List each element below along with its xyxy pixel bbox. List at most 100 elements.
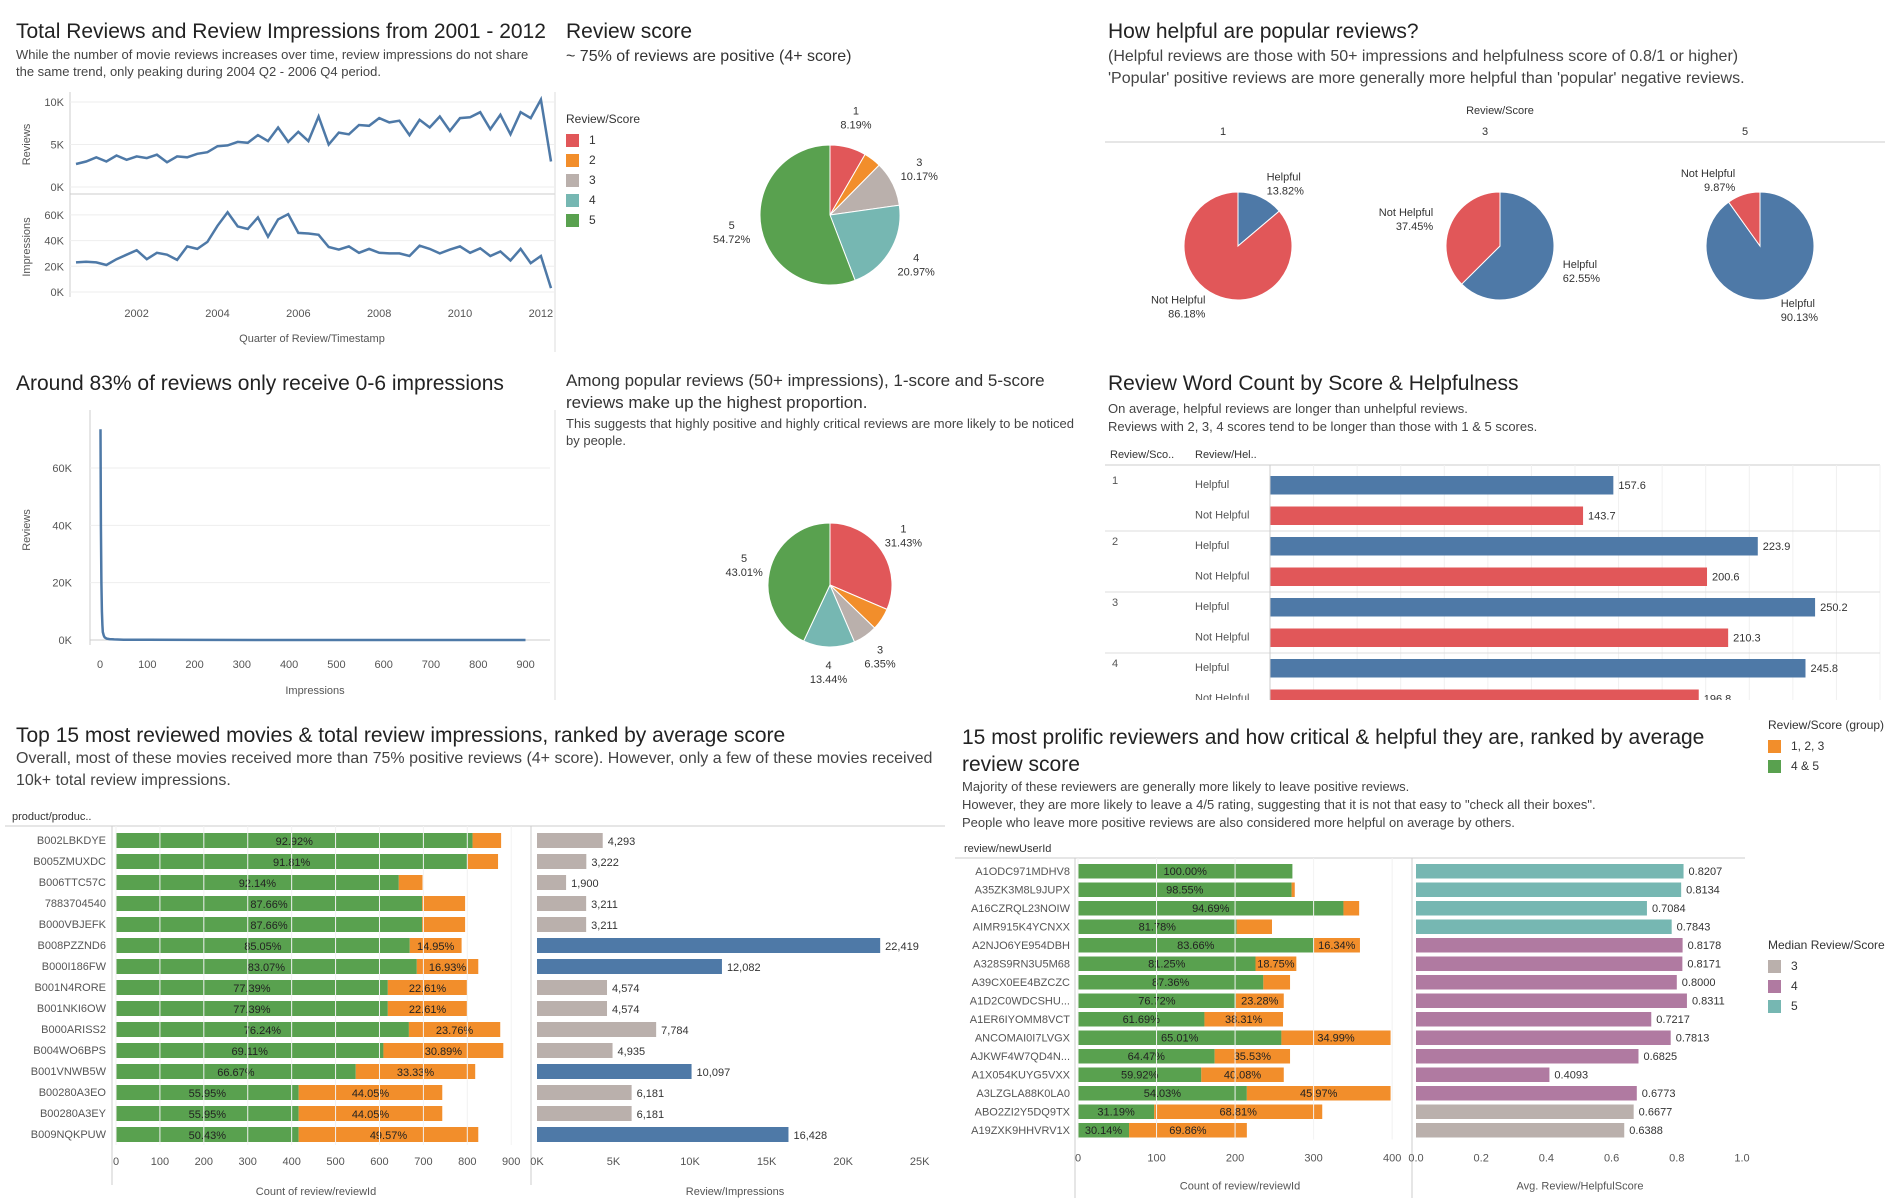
positive-bar [1078, 975, 1264, 990]
negative-bar [1154, 1104, 1323, 1119]
y-tick-label: 10K [44, 97, 64, 109]
legend-item: 5 [1768, 996, 1885, 1016]
positive-pct-label: 83.66% [1177, 940, 1215, 952]
y-tick-label: 60K [52, 463, 72, 475]
positive-bar [1078, 919, 1237, 934]
helpfulness-bar [1416, 1012, 1652, 1027]
reviewer-id-label: A1ODC971MDHV8 [975, 866, 1070, 878]
positive-pct-label: 54.03% [1144, 1088, 1182, 1100]
positive-pct-label: 87.36% [1152, 977, 1190, 989]
x-tick-label: 0.6 [1604, 1153, 1619, 1165]
positive-bar [116, 980, 388, 995]
score-label: 3 [1112, 597, 1118, 609]
positive-pct-label: 64.47% [1128, 1051, 1166, 1063]
word-count-bar [1270, 506, 1584, 525]
x-tick-label: 200 [195, 1156, 213, 1168]
negative-bar [398, 875, 423, 890]
helpfulness-bar [1416, 1049, 1639, 1064]
positive-pct-label: 98.55% [1166, 885, 1204, 897]
row-header: product/produc.. [12, 811, 92, 823]
negative-bar [416, 959, 479, 974]
negative-bar [1204, 1012, 1283, 1027]
x-tick-label: 15K [757, 1156, 777, 1168]
impressions-label: 3,222 [591, 857, 619, 869]
positive-pct-label: 85.05% [244, 941, 282, 953]
x-tick-label: 300 [239, 1156, 257, 1168]
positive-pct-label: 76.24% [244, 1025, 282, 1037]
score-header: 1 [1220, 126, 1226, 138]
bar-value-label: 223.9 [1763, 541, 1791, 553]
legend-swatch [1768, 999, 1781, 1013]
x-tick-label: 900 [516, 659, 534, 671]
legend-item: 3 [1768, 956, 1885, 976]
helpfulness-label: 0.6677 [1639, 1107, 1673, 1119]
slice-value: 13.44% [810, 674, 848, 686]
helpful-label: Not Helpful [1195, 693, 1249, 701]
x-axis-label: Count of review/reviewId [1180, 1181, 1300, 1193]
negative-bar [472, 833, 502, 848]
positive-pct-label: 92.92% [276, 836, 314, 848]
negative-bar [1246, 1086, 1391, 1101]
legend-item: 5 [566, 210, 640, 230]
helpfulness-bar [1416, 975, 1677, 990]
x-tick-label: 0.8 [1669, 1153, 1684, 1165]
positive-bar [116, 896, 423, 911]
negative-bar [409, 938, 462, 953]
movie-id-label: B000ARISS2 [41, 1024, 106, 1036]
positive-bar [116, 1106, 299, 1121]
negative-bar [1255, 956, 1297, 971]
impressions-bar [537, 959, 722, 974]
helpfulness-bar [1416, 956, 1683, 971]
panel5-title: Among popular reviews (50+ impressions),… [566, 371, 1045, 412]
slice-label: Helpful [1563, 259, 1597, 271]
legend-label: 2 [589, 153, 596, 167]
legend-swatch [566, 213, 579, 227]
x-axis-label: Quarter of Review/Timestamp [239, 333, 385, 345]
positive-bar [1078, 1123, 1130, 1138]
x-tick-label: 2008 [367, 308, 391, 320]
helpful-popular-pie-charts: Review/Score 1 Helpful 13.82% Not Helpful 86.… [1105, 105, 1885, 324]
x-tick-label: 500 [326, 1156, 344, 1168]
word-count-bar [1270, 567, 1708, 586]
col-header: Review/Sco.. [1110, 449, 1174, 461]
impressions-label: 6,181 [637, 1088, 665, 1100]
legend-label: 4 [589, 193, 596, 207]
x-tick-label: 400 [280, 659, 298, 671]
positive-pct-label: 94.69% [1192, 903, 1230, 915]
helpfulness-bar [1416, 919, 1672, 934]
x-tick-label: 200 [185, 659, 203, 671]
positive-pct-label: 77.39% [233, 983, 271, 995]
x-tick-label: 0.4 [1539, 1153, 1554, 1165]
legend-swatch [566, 133, 579, 147]
movie-id-label: B000VBJEFK [39, 919, 107, 931]
negative-pct-label: 68.81% [1220, 1107, 1258, 1119]
legend-item: 4 [566, 190, 640, 210]
negative-pct-label: 30.89% [425, 1046, 463, 1058]
positive-bar [116, 1064, 356, 1079]
panel6-title: Review Word Count by Score & Helpfulness [1108, 372, 1519, 395]
negative-pct-label: 22.61% [409, 1004, 447, 1016]
legend-label: 5 [1791, 999, 1798, 1013]
impressions-label: 12,082 [727, 962, 761, 974]
legend-label: 3 [589, 173, 596, 187]
score-slice [759, 144, 856, 286]
negative-bar [1263, 975, 1291, 990]
panel7-title: Top 15 most reviewed movies & total revi… [16, 724, 786, 747]
helpful-label: Not Helpful [1195, 632, 1249, 644]
negative-bar [408, 1022, 501, 1037]
negative-bar [1281, 1030, 1391, 1045]
legend-swatch [1768, 959, 1781, 973]
legend-swatch [1768, 979, 1781, 993]
x-tick-label: 0 [113, 1156, 119, 1168]
impressions-label: 10,097 [697, 1067, 731, 1079]
reviewer-id-label: A39CX0EE4BZCZC [972, 977, 1070, 989]
negative-bar [298, 1106, 443, 1121]
helpful-label: Helpful [1195, 540, 1229, 552]
helpfulness-label: 0.6388 [1629, 1125, 1663, 1137]
helpfulness-bar [1416, 1067, 1550, 1082]
slice-value: 10.17% [901, 171, 939, 183]
impressions-label: 3,211 [591, 920, 618, 932]
impressions-label: 4,574 [612, 1004, 640, 1016]
reviewer-id-label: A1X054KUYG5VXX [972, 1070, 1071, 1082]
negative-pct-label: 33.33% [397, 1067, 435, 1079]
